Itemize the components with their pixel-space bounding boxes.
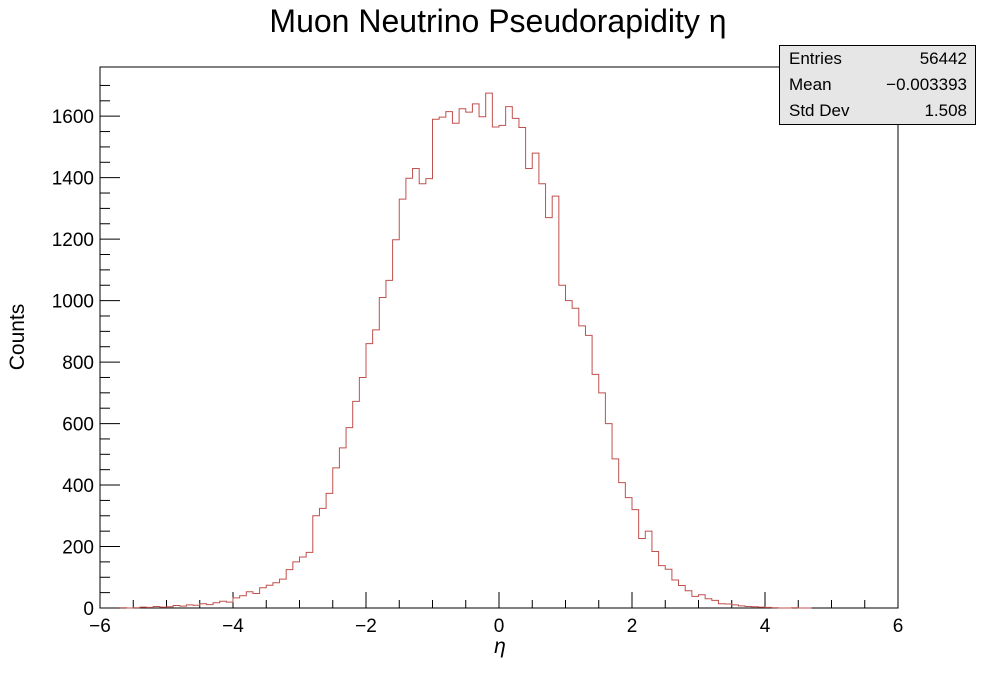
- y-tick-label: 800: [62, 353, 94, 374]
- histogram-series: [119, 92, 812, 609]
- y-tick-label: 400: [62, 476, 94, 497]
- stats-row-entries: Entries 56442: [780, 46, 975, 72]
- stats-entries-value: 56442: [919, 49, 967, 68]
- y-tick-label: 1400: [52, 169, 94, 190]
- chart-title: Muon Neutrino Pseudorapidity η: [269, 3, 726, 39]
- stats-row-mean: Mean −0.003393: [780, 72, 975, 98]
- x-tick-label: −2: [355, 616, 377, 637]
- y-tick-label: 200: [62, 538, 94, 559]
- stats-std-label: Std Dev: [789, 101, 850, 120]
- plot-frame: [99, 66, 899, 609]
- stats-mean-value: −0.003393: [886, 75, 967, 94]
- y-tick-label: 1600: [52, 107, 94, 128]
- x-axis-label: η: [494, 635, 506, 658]
- x-tick-label: 6: [893, 616, 904, 637]
- y-axis-ticks: 0 200 400 600 800 1000 1200 1400 1600: [52, 84, 120, 620]
- y-tick-label: 1200: [52, 230, 94, 251]
- stats-mean-label: Mean: [789, 75, 832, 94]
- y-tick-label: 0: [83, 599, 94, 620]
- y-tick-label: 600: [62, 415, 94, 436]
- x-tick-label: 4: [760, 616, 771, 637]
- x-tick-label: −6: [89, 616, 111, 637]
- stats-std-value: 1.508: [924, 101, 967, 120]
- x-axis-ticks: −6 −4 −2 0 2 4 6: [89, 592, 903, 637]
- y-axis-label: Counts: [6, 304, 29, 371]
- x-tick-label: 0: [494, 616, 505, 637]
- y-tick-label: 1000: [52, 292, 94, 313]
- stats-entries-label: Entries: [789, 49, 842, 68]
- stats-box: Entries 56442 Mean −0.003393 Std Dev 1.5…: [779, 45, 976, 125]
- stats-row-std: Std Dev 1.508: [780, 98, 975, 124]
- x-tick-label: 2: [627, 616, 638, 637]
- x-tick-label: −4: [222, 616, 244, 637]
